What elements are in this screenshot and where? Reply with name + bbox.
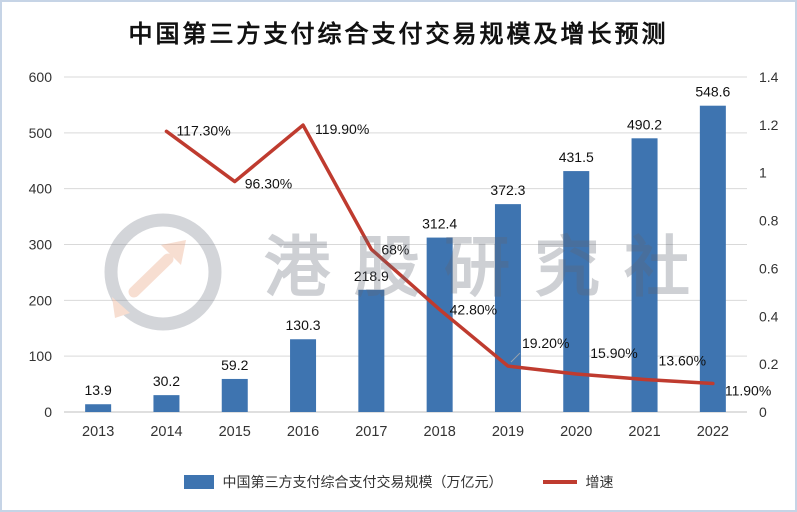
legend-item-scale: 中国第三方支付综合支付交易规模（万亿元） (183, 472, 503, 492)
x-axis-label: 2022 (697, 424, 729, 440)
left-axis-tick: 600 (29, 69, 53, 85)
growth-point-label: 42.80% (450, 302, 497, 318)
growth-point-label: 68% (381, 241, 409, 257)
bar-value-label: 490.2 (627, 116, 662, 132)
left-axis-tick: 100 (29, 348, 53, 364)
legend-bar-label: 中国第三方支付综合支付交易规模（万亿元） (222, 474, 503, 490)
bar-2014 (153, 395, 180, 412)
bar-2022 (699, 105, 726, 412)
chart-title: 中国第三方支付综合支付交易规模及增长预测 (128, 21, 669, 48)
bar-2015 (221, 378, 248, 412)
bar-2021 (631, 138, 658, 412)
bar-value-label: 130.3 (286, 317, 321, 333)
legend-line-label: 增速 (585, 474, 614, 490)
growth-point-label: 19.20% (522, 335, 569, 351)
bar-value-label: 13.9 (85, 382, 112, 398)
bar-2018 (426, 237, 453, 412)
right-axis-tick: 1 (759, 165, 767, 181)
growth-line (164, 123, 715, 386)
right-axis-tick: 1.2 (759, 117, 779, 133)
bar-2017 (358, 289, 385, 412)
bar-2013 (85, 404, 112, 412)
right-axis-tick: 0.6 (759, 260, 779, 276)
bar-value-label: 548.6 (695, 84, 730, 100)
bar-value-label: 59.2 (221, 357, 248, 373)
x-axis-label: 2014 (150, 424, 182, 440)
legend-bar-swatch (183, 475, 214, 489)
x-axis-label: 2019 (492, 424, 524, 440)
bar-value-label: 372.3 (490, 182, 525, 198)
x-axis-label: 2016 (287, 424, 319, 440)
right-axis-tick: 0.4 (759, 308, 779, 324)
bar-value-label: 431.5 (559, 149, 594, 165)
right-axis-tick: 0.8 (759, 213, 779, 229)
left-axis-tick: 0 (44, 404, 52, 420)
left-axis-tick: 500 (29, 125, 53, 141)
label-leader-line (510, 352, 521, 363)
right-axis-tick: 0 (759, 404, 767, 420)
x-axis-label: 2013 (82, 424, 114, 440)
bar-value-label: 312.4 (422, 216, 457, 232)
growth-point-label: 15.90% (590, 345, 637, 361)
x-axis-label: 2018 (424, 424, 456, 440)
x-axis-label: 2015 (219, 424, 251, 440)
growth-point-label: 96.30% (245, 176, 292, 192)
growth-point-label: 119.90% (315, 121, 369, 137)
bar-2019 (494, 204, 521, 412)
legend-line-swatch (542, 480, 577, 484)
bar-value-label: 218.9 (354, 268, 389, 284)
left-axis-tick: 200 (29, 292, 53, 308)
x-axis-label: 2017 (355, 424, 387, 440)
growth-point-label: 117.30% (176, 122, 230, 138)
growth-point-label: 11.90% (725, 383, 771, 399)
growth-point-label: 13.60% (659, 352, 706, 368)
bar-value-label: 30.2 (153, 373, 180, 389)
right-axis-tick: 0.2 (759, 356, 779, 372)
right-axis-tick: 1.4 (759, 69, 779, 85)
left-axis-tick: 300 (29, 237, 53, 253)
x-axis-label: 2021 (628, 424, 660, 440)
bar-2016 (290, 339, 317, 412)
x-axis-label: 2020 (560, 424, 592, 440)
left-axis-tick: 400 (29, 181, 53, 197)
legend: 中国第三方支付综合支付交易规模（万亿元） 增速 (2, 472, 795, 492)
legend-item-growth: 增速 (542, 472, 614, 492)
